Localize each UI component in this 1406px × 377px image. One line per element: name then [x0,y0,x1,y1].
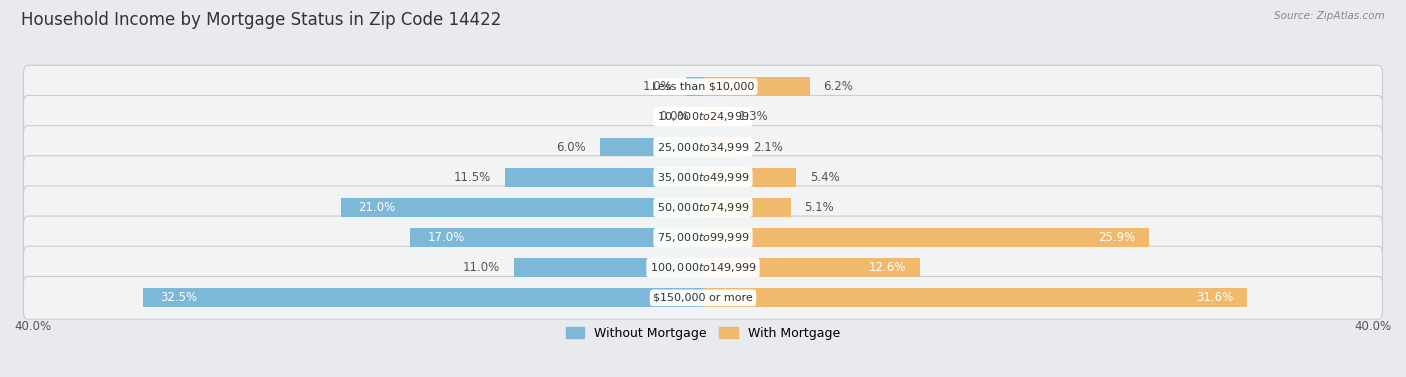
Text: $25,000 to $34,999: $25,000 to $34,999 [657,141,749,153]
Text: 40.0%: 40.0% [14,320,51,333]
Bar [703,168,796,187]
Text: 31.6%: 31.6% [1197,291,1233,304]
Text: 2.1%: 2.1% [754,141,783,153]
Text: $100,000 to $149,999: $100,000 to $149,999 [650,261,756,274]
Text: $75,000 to $99,999: $75,000 to $99,999 [657,231,749,244]
Text: Less than $10,000: Less than $10,000 [652,82,754,92]
Text: 6.2%: 6.2% [824,80,853,93]
Bar [703,138,740,156]
Legend: Without Mortgage, With Mortgage: Without Mortgage, With Mortgage [561,322,845,345]
Text: 17.0%: 17.0% [427,231,464,244]
Bar [599,138,703,156]
Text: 0.0%: 0.0% [659,110,689,123]
Text: $50,000 to $74,999: $50,000 to $74,999 [657,201,749,214]
FancyBboxPatch shape [24,126,1382,169]
Text: 1.3%: 1.3% [740,110,769,123]
Bar [342,198,703,217]
Text: 5.4%: 5.4% [810,171,839,184]
Text: $35,000 to $49,999: $35,000 to $49,999 [657,171,749,184]
Bar [143,288,703,307]
Text: 6.0%: 6.0% [557,141,586,153]
Text: 40.0%: 40.0% [1355,320,1392,333]
FancyBboxPatch shape [24,65,1382,108]
Text: 5.1%: 5.1% [804,201,834,214]
Text: $10,000 to $24,999: $10,000 to $24,999 [657,110,749,123]
FancyBboxPatch shape [24,156,1382,199]
Bar [703,258,920,277]
FancyBboxPatch shape [24,276,1382,319]
Bar [703,288,1247,307]
Text: Source: ZipAtlas.com: Source: ZipAtlas.com [1274,11,1385,21]
Text: 12.6%: 12.6% [869,261,907,274]
Text: 11.5%: 11.5% [454,171,491,184]
Text: 32.5%: 32.5% [160,291,198,304]
Text: Household Income by Mortgage Status in Zip Code 14422: Household Income by Mortgage Status in Z… [21,11,502,29]
FancyBboxPatch shape [24,186,1382,229]
Bar [703,77,810,96]
Bar [703,107,725,126]
Text: 11.0%: 11.0% [463,261,499,274]
Bar [703,228,1149,247]
Text: 1.0%: 1.0% [643,80,672,93]
Bar [505,168,703,187]
FancyBboxPatch shape [24,95,1382,138]
Bar [703,198,790,217]
Text: 21.0%: 21.0% [359,201,395,214]
Text: $150,000 or more: $150,000 or more [654,293,752,303]
FancyBboxPatch shape [24,246,1382,289]
Bar [686,77,703,96]
Bar [513,258,703,277]
FancyBboxPatch shape [24,216,1382,259]
Bar [411,228,703,247]
Text: 25.9%: 25.9% [1098,231,1135,244]
